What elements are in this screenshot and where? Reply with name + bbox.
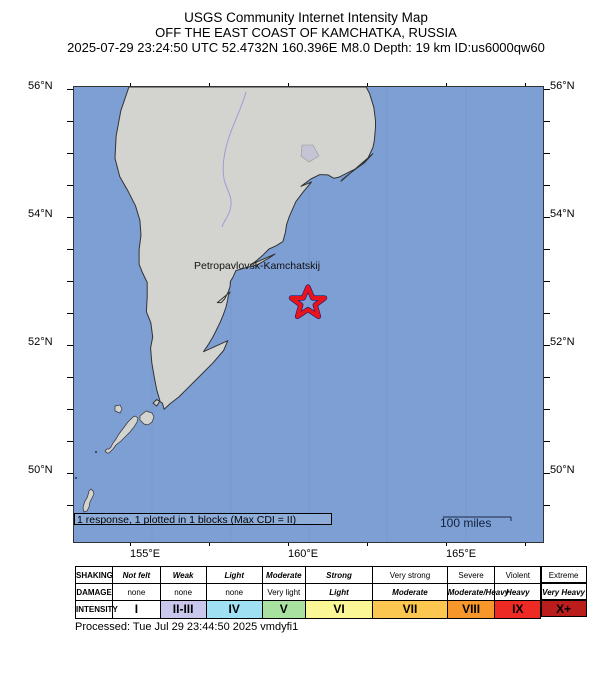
svg-text:Petropavlovsk-Kamchatskij: Petropavlovsk-Kamchatskij xyxy=(194,260,320,272)
